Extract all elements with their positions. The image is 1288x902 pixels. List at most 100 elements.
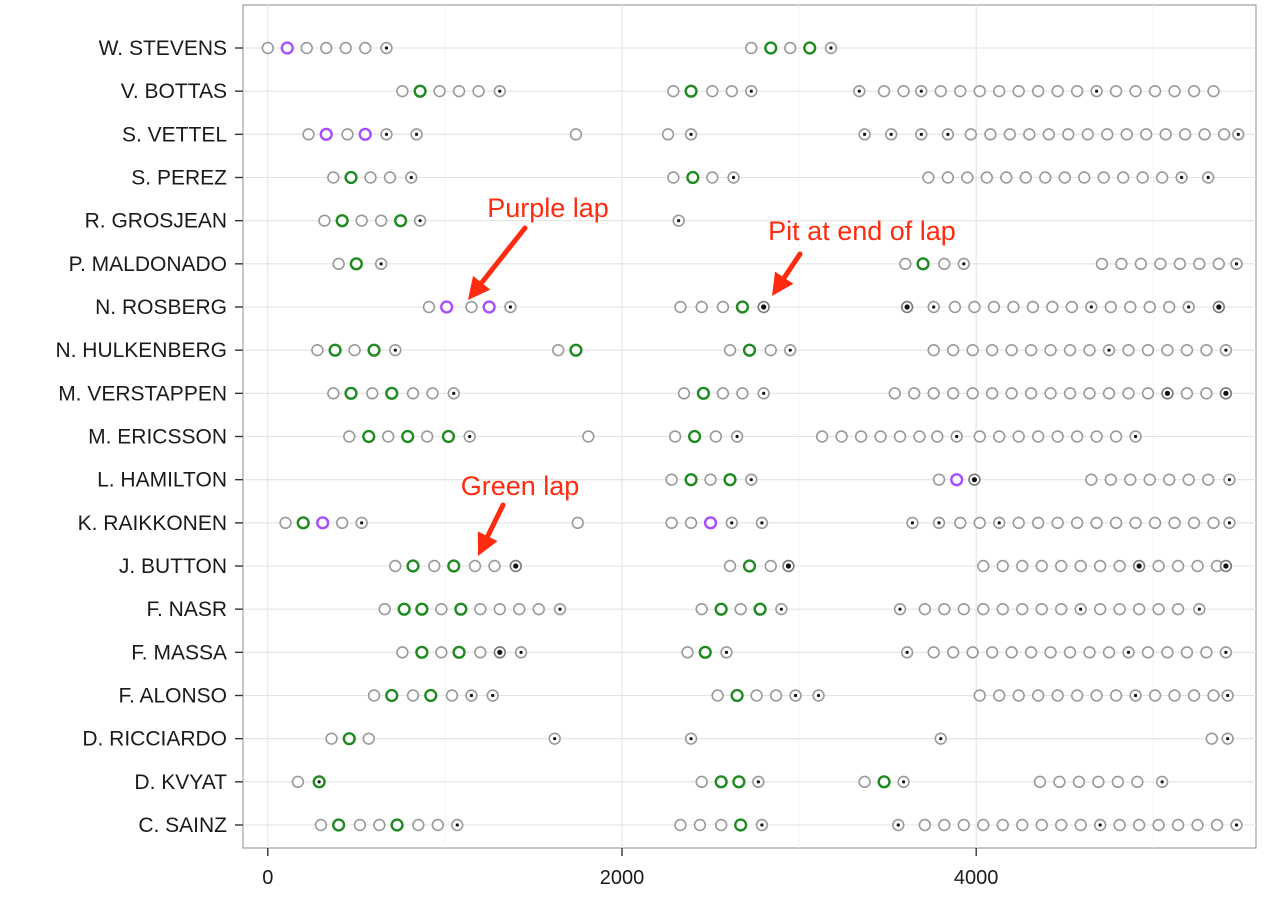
lap-point [1083,387,1096,400]
lap-point [784,41,797,55]
lap-point [325,732,338,745]
annotation-arrowhead [772,271,794,296]
lap-point [406,559,420,573]
lap-point [946,387,960,400]
lap-point [358,41,372,55]
lap-point [684,473,698,487]
lap-point [706,171,719,184]
lap-point [1035,559,1048,573]
lap-point [424,688,438,703]
lap-point [742,343,757,357]
pit-marker [863,132,867,136]
lap-point [401,429,415,444]
lap-point [1193,257,1206,271]
lap-point [913,430,926,443]
lap-point [803,41,817,55]
pit-marker [1223,563,1229,569]
pit-marker [971,477,978,483]
lap-point [996,559,1009,573]
lap-point [695,602,708,616]
lap-point [406,387,420,400]
lap-point [897,84,910,98]
lap-point [1070,689,1084,702]
lap-point [742,559,757,573]
driver-label: S. VETTEL [122,123,227,146]
lap-point [1171,818,1185,832]
lap-point [435,602,448,616]
lap-point [1115,257,1128,271]
lap-point [723,473,737,487]
lap-point [413,84,427,98]
lap-point [1012,689,1025,702]
pit-marker [469,693,474,698]
lap-point [665,516,678,530]
pit-marker [896,823,900,827]
lap-point [674,818,687,832]
lap-point [420,430,434,443]
lap-point [677,387,691,400]
lap-point [684,516,698,530]
pit-marker [762,391,766,395]
lap-point [750,689,763,702]
lap-point [996,602,1009,616]
pit-marker [1236,132,1240,136]
lap-point [709,430,723,443]
lap-point [445,689,459,702]
lap-point [764,343,777,357]
lap-point [725,84,738,98]
lap-point [1085,473,1098,486]
lap-point [1111,775,1125,789]
lap-point [1031,689,1045,702]
lap-point [1212,257,1226,271]
pit-marker [1187,305,1191,309]
lap-point [1104,300,1117,314]
lap-point [973,689,986,702]
lap-point [447,559,461,573]
lap-point [532,602,545,616]
lap-point [908,387,921,400]
lap-point [1074,818,1087,832]
lap-point [1124,473,1137,486]
lap-point [686,170,700,185]
pit-marker [1180,175,1184,180]
driver-label: M. ERICSSON [88,426,227,449]
lap-point [1122,387,1135,400]
lap-point [964,128,978,141]
lap-point [328,343,342,357]
lap-point [1101,128,1114,141]
lap-point [1141,387,1155,400]
pit-marker [730,521,734,525]
lap-point [1217,128,1231,141]
lap-point [723,343,737,357]
pit-marker [409,175,413,180]
lap-point [1113,818,1126,832]
pit-marker [452,391,456,395]
lap-point [764,559,777,573]
lap-point [1054,559,1068,573]
lap-point [569,343,583,357]
lap-point [950,473,964,487]
pit-marker [1234,262,1239,266]
pit-marker [379,262,383,266]
lap-point [1207,516,1220,530]
lap-point [1141,343,1155,357]
lap-point [1044,343,1057,357]
pit-marker [962,262,966,266]
lap-point [1051,689,1064,702]
driver-label: F. NASR [146,598,227,621]
driver-label: R. GROSJEAN [85,210,227,233]
pit-marker [749,89,753,93]
lap-point [968,300,981,314]
lap-point [695,775,708,789]
pit-marker [1126,650,1131,654]
lap-point [465,300,478,314]
lap-point [1141,646,1155,659]
lap-point [341,128,354,141]
lap-point [348,343,361,357]
lap-point [931,430,944,443]
lap-point [1090,430,1103,443]
lap-point [1012,84,1025,98]
lap-point [711,689,724,702]
pit-marker [360,521,364,525]
